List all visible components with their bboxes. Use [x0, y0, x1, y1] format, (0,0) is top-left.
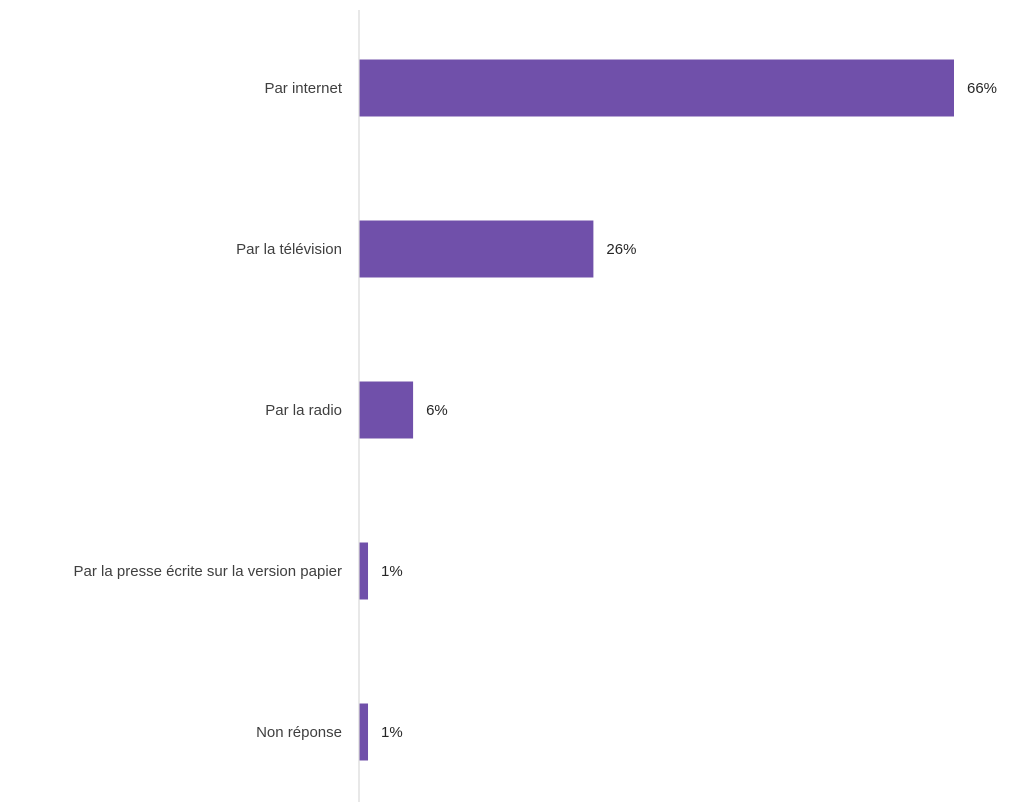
value-label: 66% [967, 80, 997, 97]
bar [359, 59, 954, 117]
value-label: 6% [426, 402, 448, 419]
bar [359, 220, 594, 278]
category-label: Par la radio [265, 402, 342, 419]
category-label: Par internet [264, 80, 342, 97]
bar [359, 703, 369, 761]
labels-layer: Par internet 66% Par la télévision 26% Par l… [74, 80, 998, 741]
value-label: 1% [381, 724, 403, 741]
category-label: Par la presse écrite sur la version papi… [74, 563, 342, 580]
category-label: Par la télévision [236, 241, 342, 258]
bar [359, 381, 414, 439]
bars-layer [359, 59, 954, 761]
category-label: Non réponse [256, 724, 342, 741]
value-label: 26% [606, 241, 636, 258]
value-label: 1% [381, 563, 403, 580]
bar [359, 542, 369, 600]
